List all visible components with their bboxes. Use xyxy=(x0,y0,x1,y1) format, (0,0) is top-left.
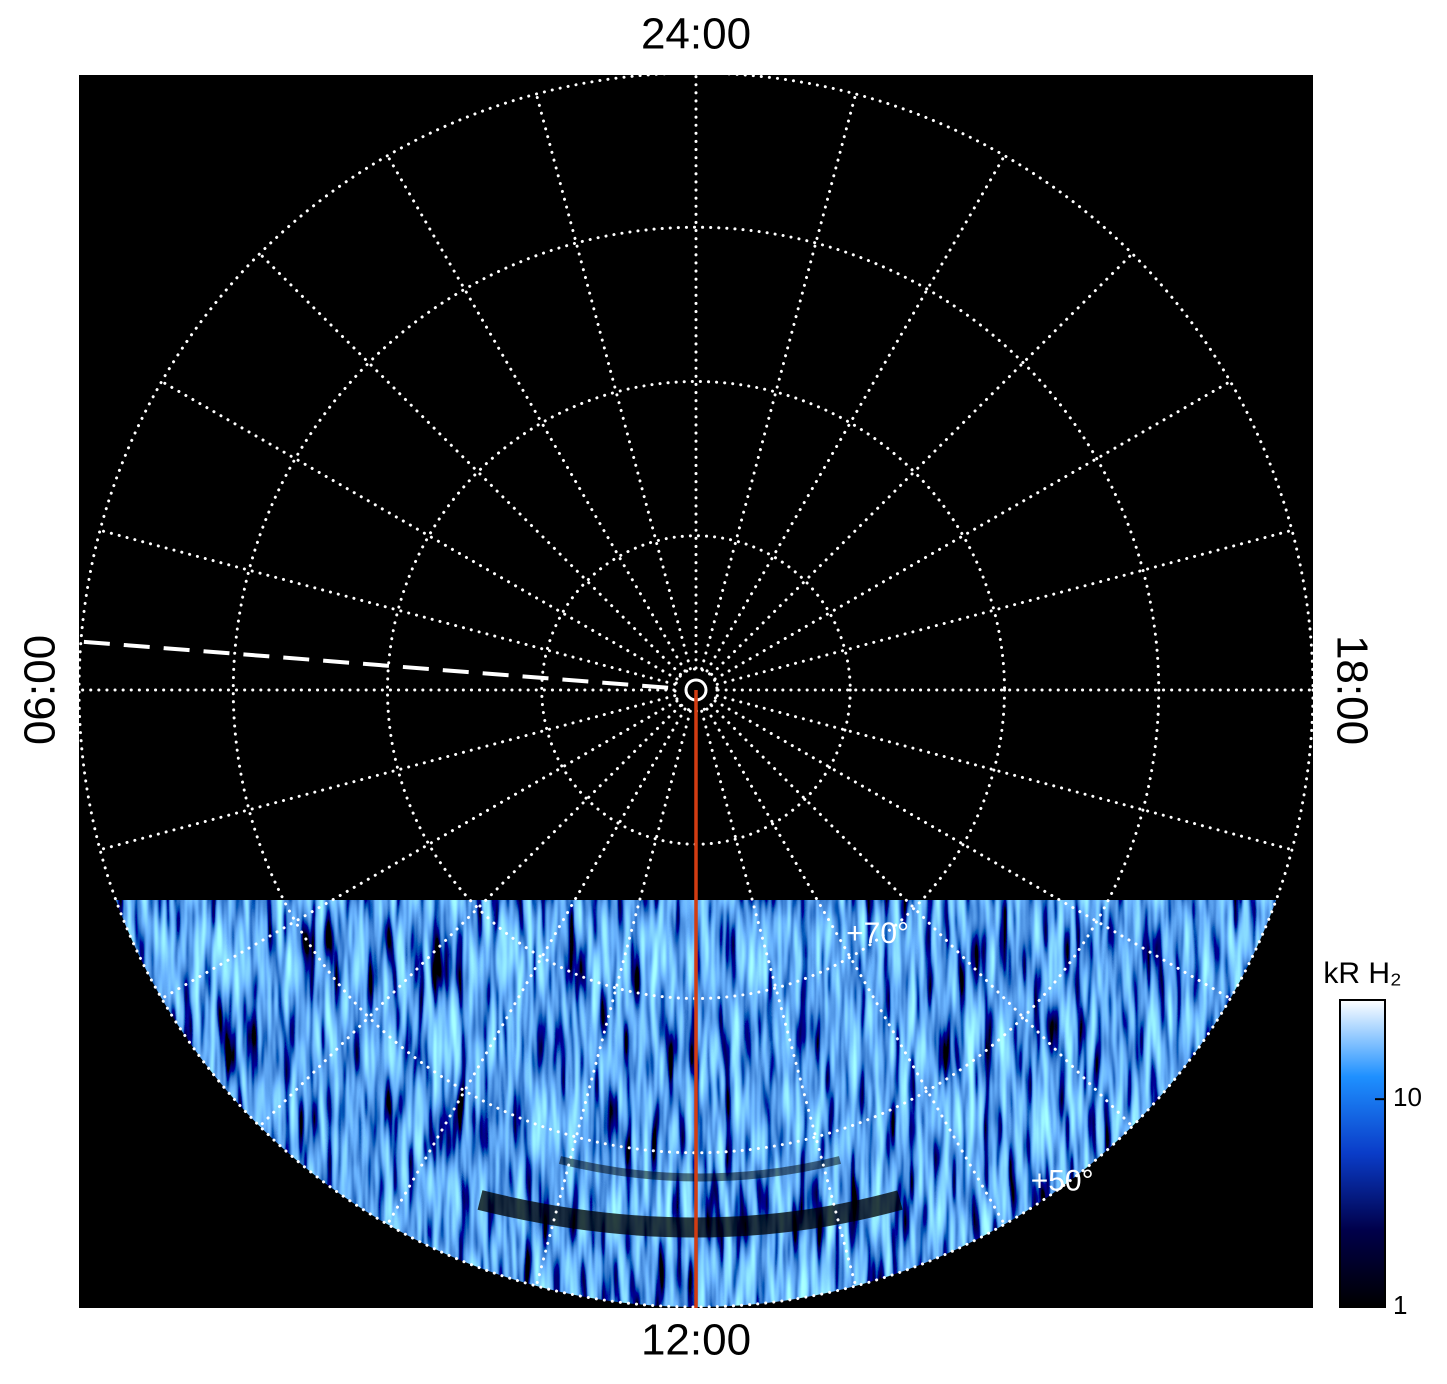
latitude-label: +70° xyxy=(846,917,909,950)
grid xyxy=(79,75,1313,1308)
latitude-circle xyxy=(231,225,1161,1155)
colorbar-tick-label: 10 xyxy=(1393,1082,1422,1112)
local-time-label: 12:00 xyxy=(641,1316,751,1365)
emission-gap xyxy=(559,1156,841,1182)
colorbar-label: kR H₂ xyxy=(1323,957,1401,990)
local-time-label: 18:00 xyxy=(1327,635,1376,745)
local-time-label: 24:00 xyxy=(641,10,751,59)
local-time-label: 06:00 xyxy=(16,635,65,745)
colorbar xyxy=(1339,999,1386,1308)
colorbar-tick-label: 1 xyxy=(1393,1290,1407,1320)
overlay: 24:00 06:00 12:00 18:00 +70° +50° 1 10 kR H₂ xyxy=(16,10,1422,1365)
latitude-label: +50° xyxy=(1031,1164,1094,1197)
latitude-circle xyxy=(386,380,1006,1000)
reference-line xyxy=(79,639,669,690)
